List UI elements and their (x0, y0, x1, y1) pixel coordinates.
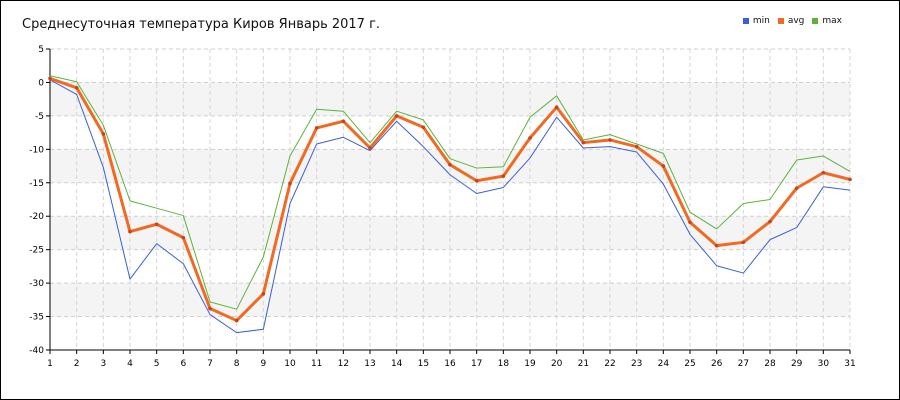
y-tick-label: -35 (29, 313, 44, 323)
legend-item-max: max (812, 16, 842, 26)
x-tick-label: 26 (711, 359, 723, 369)
x-tick-label: 14 (391, 359, 403, 369)
data-point-avg (714, 243, 719, 248)
data-point-avg (101, 132, 106, 136)
data-point-avg (48, 76, 52, 81)
data-point-avg (581, 140, 586, 145)
legend-swatch-avg (777, 18, 784, 24)
y-tick-label: 0 (38, 78, 44, 88)
legend-item-avg: avg (777, 16, 805, 26)
data-point-avg (128, 229, 132, 234)
x-tick-label: 15 (418, 359, 429, 369)
data-point-avg (234, 318, 239, 323)
x-tick-label: 21 (578, 359, 589, 369)
data-point-avg (208, 306, 212, 311)
series-line-min (49, 79, 851, 334)
x-tick-label: 3 (100, 359, 106, 369)
data-point-avg (154, 222, 159, 227)
x-tick-label: 5 (154, 359, 160, 369)
x-tick-label: 11 (311, 359, 322, 369)
x-tick-label: 17 (471, 359, 482, 369)
x-tick-label: 10 (284, 359, 296, 369)
data-point-avg (368, 146, 372, 150)
x-tick-label: 28 (764, 359, 776, 369)
data-point-avg (554, 105, 559, 109)
data-point-avg (634, 144, 639, 149)
x-tick-label: 29 (791, 359, 803, 369)
x-tick-label: 2 (74, 359, 80, 369)
data-point-avg (768, 219, 772, 224)
x-tick-label: 30 (818, 359, 830, 369)
data-point-avg (794, 186, 799, 190)
x-tick-label: 20 (551, 359, 563, 369)
y-tick-label: -20 (29, 212, 44, 222)
x-tick-label: 16 (444, 359, 456, 369)
data-point-avg (288, 181, 292, 186)
series-line-max (49, 75, 851, 310)
x-tick-label: 4 (127, 359, 133, 369)
x-tick-label: 18 (498, 359, 510, 369)
y-tick-label: -40 (29, 346, 44, 356)
data-point-avg (528, 136, 532, 140)
data-point-avg (448, 162, 452, 167)
x-tick-label: 1 (47, 359, 53, 369)
data-point-avg (261, 292, 266, 296)
x-tick-label: 12 (338, 359, 349, 369)
data-point-avg (608, 138, 612, 142)
legend-label-avg: avg (787, 16, 805, 26)
x-tick-label: 22 (604, 359, 615, 369)
x-tick-label: 25 (684, 359, 695, 369)
data-point-avg (661, 164, 666, 168)
x-tick-label: 31 (844, 359, 855, 369)
data-point-avg (394, 114, 399, 118)
x-tick-label: 13 (364, 359, 375, 369)
x-tick-label: 27 (738, 359, 749, 369)
chart-legend: min avg max (742, 16, 842, 26)
data-point-avg (341, 119, 346, 124)
legend-swatch-max (812, 18, 819, 24)
x-tick-label: 8 (234, 359, 240, 369)
data-point-avg (741, 240, 746, 245)
x-tick-label: 24 (658, 359, 670, 369)
data-point-avg (848, 177, 852, 182)
x-tick-label: 19 (524, 359, 536, 369)
data-point-avg (74, 85, 79, 90)
y-tick-label: -10 (29, 145, 44, 155)
chart-title: Среднесуточная температура Киров Январь … (22, 17, 381, 32)
data-point-avg (688, 220, 692, 225)
legend-item-min: min (742, 16, 770, 26)
legend-label-min: min (752, 16, 770, 26)
data-point-avg (314, 126, 319, 130)
data-point-avg (501, 174, 506, 178)
y-tick-label: -30 (29, 279, 44, 289)
data-point-avg (181, 235, 186, 240)
data-point-avg (421, 125, 426, 130)
y-tick-label: -25 (29, 246, 44, 256)
y-tick-label: -5 (35, 112, 44, 122)
y-tick-label: 5 (38, 45, 44, 55)
x-tick-label: 6 (180, 359, 186, 369)
legend-label-max: max (822, 16, 842, 26)
data-point-avg (474, 178, 479, 183)
legend-swatch-min (742, 18, 749, 24)
x-tick-label: 7 (207, 359, 213, 369)
y-tick-label: -15 (29, 179, 44, 189)
data-point-avg (821, 170, 826, 175)
x-tick-label: 9 (260, 359, 266, 369)
x-tick-label: 23 (631, 359, 642, 369)
